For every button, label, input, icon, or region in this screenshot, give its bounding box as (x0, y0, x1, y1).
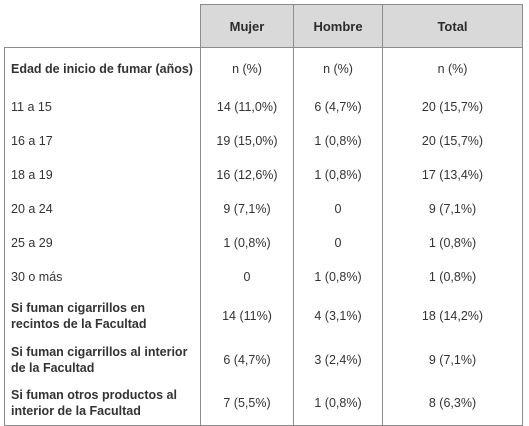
table-row: Si fuman cigarrillos al interior de la F… (4, 337, 523, 382)
cell-mujer: 6 (4,7%) (200, 337, 294, 382)
cell-total: 1 (0,8%) (382, 259, 523, 294)
cell-hombre: 0 (293, 225, 383, 260)
cell-total: 9 (7,1%) (382, 191, 523, 226)
cell-hombre: 3 (2,4%) (293, 337, 383, 382)
cell-hombre: 0 (293, 191, 383, 226)
cell-hombre: 1 (0,8%) (293, 259, 383, 294)
row-label: 18 a 19 (4, 157, 201, 192)
header-total: Total (382, 4, 523, 48)
cell-total: 20 (15,7%) (382, 123, 523, 158)
table-row: 30 o más 0 1 (0,8%) 1 (0,8%) (4, 259, 523, 294)
cell-mujer: 14 (11,0%) (200, 89, 294, 124)
cell-mujer: 0 (200, 259, 294, 294)
header-row: Mujer Hombre Total (4, 4, 523, 48)
cell-total: 20 (15,7%) (382, 89, 523, 124)
header-hombre: Hombre (293, 4, 383, 48)
row-label: 25 a 29 (4, 225, 201, 260)
cell-hombre: 1 (0,8%) (293, 157, 383, 192)
table-row: 25 a 29 1 (0,8%) 0 1 (0,8%) (4, 225, 523, 260)
cell-mujer: 9 (7,1%) (200, 191, 294, 226)
cell-hombre: 1 (0,8%) (293, 381, 383, 426)
cell-total: 17 (13,4%) (382, 157, 523, 192)
cell-mujer: 1 (0,8%) (200, 225, 294, 260)
cell-total: 9 (7,1%) (382, 337, 523, 382)
cell-mujer: 19 (15,0%) (200, 123, 294, 158)
table-row: Si fuman otros productos al interior de … (4, 381, 523, 426)
row-label: Si fuman otros productos al interior de … (4, 381, 201, 426)
table-row: 16 a 17 19 (15,0%) 1 (0,8%) 20 (15,7%) (4, 123, 523, 158)
cell-hombre: 4 (3,1%) (293, 293, 383, 338)
cell-hombre: 1 (0,8%) (293, 123, 383, 158)
cell-total: 18 (14,2%) (382, 293, 523, 338)
cell-mujer: 7 (5,5%) (200, 381, 294, 426)
header-blank-cell (4, 4, 201, 48)
cell-mujer: 16 (12,6%) (200, 157, 294, 192)
row-label: 16 a 17 (4, 123, 201, 158)
table-row: 20 a 24 9 (7,1%) 0 9 (7,1%) (4, 191, 523, 226)
cell-mujer: n (%) (200, 47, 294, 90)
cell-hombre: n (%) (293, 47, 383, 90)
row-label: Si fuman cigarrillos en recintos de la F… (4, 293, 201, 338)
cell-total: n (%) (382, 47, 523, 90)
table-row: Si fuman cigarrillos en recintos de la F… (4, 293, 523, 338)
table-row: 11 a 15 14 (11,0%) 6 (4,7%) 20 (15,7%) (4, 89, 523, 124)
table-row: 18 a 19 16 (12,6%) 1 (0,8%) 17 (13,4%) (4, 157, 523, 192)
row-label: Si fuman cigarrillos al interior de la F… (4, 337, 201, 382)
smoking-table: Mujer Hombre Total Edad de inicio de fum… (4, 4, 523, 426)
row-label: 30 o más (4, 259, 201, 294)
cell-hombre: 6 (4,7%) (293, 89, 383, 124)
row-label: 11 a 15 (4, 89, 201, 124)
cell-total: 1 (0,8%) (382, 225, 523, 260)
cell-total: 8 (6,3%) (382, 381, 523, 426)
cell-mujer: 14 (11%) (200, 293, 294, 338)
header-mujer: Mujer (200, 4, 294, 48)
row-label: 20 a 24 (4, 191, 201, 226)
table-row: Edad de inicio de fumar (años) n (%) n (… (4, 47, 523, 90)
row-label: Edad de inicio de fumar (años) (4, 47, 201, 90)
